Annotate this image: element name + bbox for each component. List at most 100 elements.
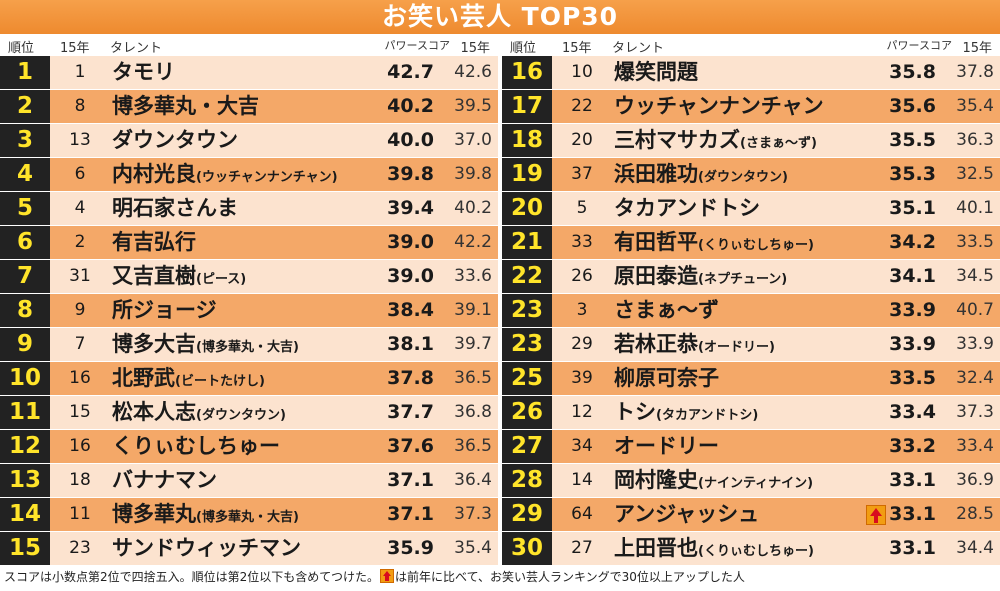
- prev-score: 32.5: [956, 164, 994, 184]
- talent-name: 原田泰造(ネプチューン): [614, 260, 787, 296]
- talent-name: 上田晋也(くりぃむしちゅー): [614, 532, 814, 568]
- rank-number: 5: [0, 192, 50, 225]
- prev-rank: 10: [571, 62, 593, 82]
- power-score: 33.5: [889, 367, 936, 389]
- prev-rank: 26: [571, 266, 593, 286]
- talent-name-note: (ウッチャンナンチャン): [196, 170, 338, 185]
- talent-name-main: タモリ: [112, 60, 175, 84]
- talent-name-main: バナナマン: [112, 468, 217, 492]
- talent-name-main: トシ: [614, 400, 656, 424]
- prev-score: 33.4: [956, 436, 994, 456]
- power-score: 33.9: [889, 333, 936, 355]
- table-row: 3 13 ダウンタウン 40.0 37.0: [0, 123, 498, 157]
- talent-name: さまぁ〜ず: [614, 294, 719, 327]
- talent-name-note: (くりぃむしちゅー): [698, 544, 814, 559]
- talent-name: 爆笑問題: [614, 56, 698, 89]
- talent-name: 又吉直樹(ピース): [112, 260, 246, 296]
- table-row: 27 34 オードリー 33.2 33.4: [502, 429, 1000, 463]
- talent-name: トシ(タカアンドトシ): [614, 396, 758, 432]
- rank-number: 14: [0, 498, 50, 531]
- prev-rank: 4: [74, 198, 86, 218]
- power-score: 34.2: [889, 231, 936, 253]
- prev-score: 37.8: [956, 62, 994, 82]
- table-row: 23 3 さまぁ〜ず 33.9 40.7: [502, 293, 1000, 327]
- power-score: 33.1: [889, 503, 936, 525]
- rank-number: 4: [0, 158, 50, 191]
- power-score: 35.5: [889, 129, 936, 151]
- rank-number: 29: [502, 498, 552, 531]
- prev-rank: 33: [571, 232, 593, 252]
- table-row: 23 29 若林正恭(オードリー) 33.9 33.9: [502, 327, 1000, 361]
- prev-score: 42.2: [454, 232, 492, 252]
- talent-name: ダウンタウン: [112, 124, 238, 157]
- talent-name-note: (博多華丸・大吉): [196, 510, 299, 525]
- rank-number: 26: [502, 396, 552, 429]
- talent-name-main: サンドウィッチマン: [112, 536, 301, 560]
- talent-name: タカアンドトシ: [614, 192, 760, 225]
- prev-rank: 8: [74, 96, 86, 116]
- power-score: 33.1: [889, 537, 936, 559]
- ranking-rows-left: 1 1 タモリ 42.7 42.6 2 8 博多華丸・大吉 40.2 39.5 3 13 ダウンタウン 4…: [0, 55, 498, 565]
- rank-number: 18: [502, 124, 552, 157]
- power-score: 37.6: [387, 435, 434, 457]
- rank-number: 21: [502, 226, 552, 259]
- ranking-column-left: 順位 15年 タレント パワースコア 15年 1 1 タモリ 42.7 42.6 2 8 博多…: [0, 34, 498, 565]
- talent-name-note: (くりぃむしちゅー): [698, 238, 814, 253]
- table-row: 19 37 浜田雅功(ダウンタウン) 35.3 32.5: [502, 157, 1000, 191]
- prev-rank: 14: [571, 470, 593, 490]
- rank-number: 20: [502, 192, 552, 225]
- talent-name-main: 博多華丸: [112, 502, 196, 526]
- prev-score: 33.5: [956, 232, 994, 252]
- prev-rank: 2: [74, 232, 86, 252]
- prev-rank: 31: [69, 266, 91, 286]
- table-row: 29 64 アンジャッシュ 33.1 28.5: [502, 497, 1000, 531]
- talent-name: 三村マサカズ(さまぁ〜ず): [614, 124, 817, 160]
- table-row: 25 39 柳原可奈子 33.5 32.4: [502, 361, 1000, 395]
- table-row: 15 23 サンドウィッチマン 35.9 35.4: [0, 531, 498, 565]
- prev-score: 36.5: [454, 368, 492, 388]
- table-row: 6 2 有吉弘行 39.0 42.2: [0, 225, 498, 259]
- header-talent: タレント: [110, 41, 163, 56]
- prev-score: 32.4: [956, 368, 994, 388]
- ranking-column-right: 順位 15年 タレント パワースコア 15年 16 10 爆笑問題 35.8 37.8 1…: [502, 34, 1000, 565]
- ranking-table: 順位 15年 タレント パワースコア 15年 1 1 タモリ 42.7 42.6 2 8 博多…: [0, 34, 1000, 565]
- talent-name: ウッチャンナンチャン: [614, 90, 824, 123]
- table-row: 2 8 博多華丸・大吉 40.2 39.5: [0, 89, 498, 123]
- prev-rank: 5: [576, 198, 588, 218]
- table-row: 12 16 くりぃむしちゅー 37.6 36.5: [0, 429, 498, 463]
- footnote: スコアは小数点第2位で四捨五入。順位は第2位以下も含めてつけた。 は前年に比べて、…: [4, 568, 745, 585]
- talent-name-note: (ナインティナイン): [698, 476, 814, 491]
- prev-score: 33.9: [956, 334, 994, 354]
- talent-name-main: 内村光良: [112, 162, 196, 186]
- prev-rank: 9: [74, 300, 86, 320]
- prev-score: 36.9: [956, 470, 994, 490]
- table-row: 4 6 内村光良(ウッチャンナンチャン) 39.8 39.8: [0, 157, 498, 191]
- rank-number: 3: [0, 124, 50, 157]
- power-score: 33.2: [889, 435, 936, 457]
- power-score: 37.8: [387, 367, 434, 389]
- prev-rank: 22: [571, 96, 593, 116]
- rank-number: 10: [0, 362, 50, 395]
- talent-name: サンドウィッチマン: [112, 532, 301, 565]
- talent-name: アンジャッシュ: [614, 498, 759, 531]
- talent-name: 柳原可奈子: [614, 362, 719, 395]
- table-row: 9 7 博多大吉(博多華丸・大吉) 38.1 39.7: [0, 327, 498, 361]
- talent-name-main: 博多華丸・大吉: [112, 94, 259, 118]
- talent-name-note: (ダウンタウン): [196, 408, 286, 423]
- talent-name-note: (ビートたけし): [175, 374, 265, 389]
- table-row: 1 1 タモリ 42.7 42.6: [0, 55, 498, 89]
- talent-name: 有田哲平(くりぃむしちゅー): [614, 226, 814, 262]
- prev-score: 42.6: [454, 62, 492, 82]
- talent-name-main: ダウンタウン: [112, 128, 238, 152]
- rank-number: 7: [0, 260, 50, 293]
- talent-name-main: 又吉直樹: [112, 264, 196, 288]
- prev-rank: 18: [69, 470, 91, 490]
- power-score: 38.4: [387, 299, 434, 321]
- prev-rank: 20: [571, 130, 593, 150]
- talent-name-note: (ダウンタウン): [698, 170, 788, 185]
- power-score: 33.4: [889, 401, 936, 423]
- page-title: お笑い芸人 TOP30: [381, 2, 619, 31]
- power-score: 34.1: [889, 265, 936, 287]
- talent-name: 若林正恭(オードリー): [614, 328, 775, 364]
- footnote-text-before: スコアは小数点第2位で四捨五入。順位は第2位以下も含めてつけた。: [4, 570, 380, 584]
